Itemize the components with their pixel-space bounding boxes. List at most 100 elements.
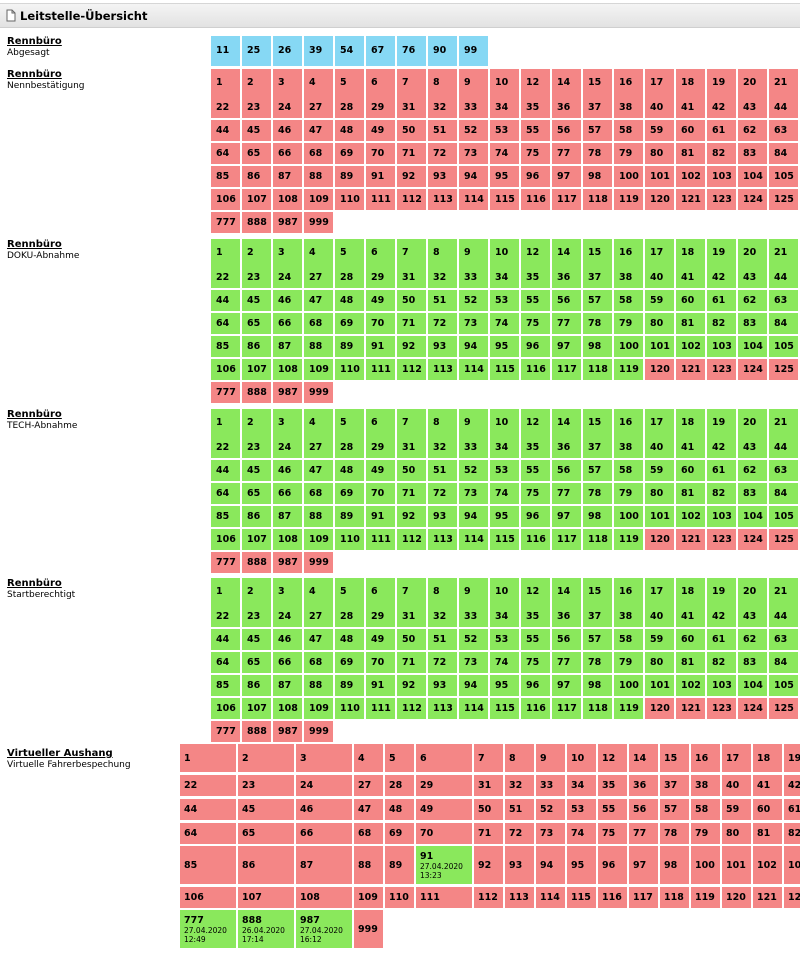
start-number-cell[interactable]: 7 <box>397 409 426 437</box>
start-number-cell[interactable]: 74 <box>490 143 519 164</box>
start-number-cell[interactable]: 15 <box>583 239 612 267</box>
start-number-cell[interactable]: 93 <box>428 675 457 696</box>
start-number-cell[interactable]: 59 <box>645 460 674 481</box>
aushang-number-cell[interactable]: 65 <box>238 823 294 844</box>
start-number-cell[interactable]: 10 <box>490 409 519 437</box>
start-number-cell[interactable]: 43 <box>738 267 767 288</box>
start-number-cell[interactable]: 114 <box>459 529 488 550</box>
start-number-cell[interactable]: 888 <box>242 552 271 573</box>
start-number-cell[interactable]: 80 <box>645 652 674 673</box>
start-number-cell[interactable]: 8 <box>428 409 457 437</box>
start-number-cell[interactable]: 71 <box>397 483 426 504</box>
start-number-cell[interactable]: 50 <box>397 629 426 650</box>
start-number-cell[interactable]: 10 <box>490 239 519 267</box>
aushang-number-cell[interactable]: 33 <box>536 775 565 796</box>
start-number-cell[interactable]: 6 <box>366 578 395 606</box>
start-number-cell[interactable]: 9 <box>459 578 488 606</box>
start-number-cell[interactable]: 17 <box>645 578 674 606</box>
start-number-cell[interactable]: 41 <box>676 267 705 288</box>
aushang-number-cell[interactable]: 60 <box>753 799 782 820</box>
start-number-cell[interactable]: 4 <box>304 409 333 437</box>
start-number-cell[interactable]: 86 <box>242 675 271 696</box>
start-number-cell[interactable]: 73 <box>459 652 488 673</box>
start-number-cell[interactable]: 49 <box>366 120 395 141</box>
start-number-cell[interactable]: 105 <box>769 506 798 527</box>
start-number-cell[interactable]: 43 <box>738 437 767 458</box>
start-number-cell[interactable]: 110 <box>335 359 364 380</box>
start-number-cell[interactable]: 92 <box>397 506 426 527</box>
start-number-cell[interactable]: 24 <box>273 97 302 118</box>
start-number-cell[interactable]: 44 <box>769 267 798 288</box>
aushang-number-cell[interactable]: 10 <box>567 744 596 772</box>
aushang-number-cell[interactable]: 71 <box>474 823 503 844</box>
aushang-number-cell[interactable]: 70 <box>416 823 472 844</box>
start-number-cell[interactable]: 20 <box>738 578 767 606</box>
start-number-cell[interactable]: 55 <box>521 460 550 481</box>
start-number-cell[interactable]: 56 <box>552 460 581 481</box>
aushang-number-cell[interactable]: 35 <box>598 775 627 796</box>
start-number-cell[interactable]: 55 <box>521 120 550 141</box>
start-number-cell[interactable]: 42 <box>707 97 736 118</box>
start-number-cell[interactable]: 81 <box>676 313 705 334</box>
start-number-cell[interactable]: 78 <box>583 313 612 334</box>
aushang-number-cell[interactable]: 45 <box>238 799 294 820</box>
start-number-cell[interactable]: 888 <box>242 212 271 233</box>
start-number-cell[interactable]: 123 <box>707 359 736 380</box>
start-number-cell[interactable]: 120 <box>645 189 674 210</box>
start-number-cell[interactable]: 106 <box>211 529 240 550</box>
start-number-cell[interactable]: 87 <box>273 675 302 696</box>
aushang-number-cell[interactable]: 23 <box>238 775 294 796</box>
start-number-cell[interactable]: 105 <box>769 336 798 357</box>
start-number-cell[interactable]: 31 <box>397 267 426 288</box>
start-number-cell[interactable]: 27 <box>304 437 333 458</box>
start-number-cell[interactable]: 1 <box>211 69 240 97</box>
aushang-number-cell[interactable]: 116 <box>598 887 627 908</box>
start-number-cell[interactable]: 19 <box>707 239 736 267</box>
start-number-cell[interactable]: 39 <box>304 36 333 66</box>
start-number-cell[interactable]: 107 <box>242 698 271 719</box>
start-number-cell[interactable]: 18 <box>676 239 705 267</box>
start-number-cell[interactable]: 71 <box>397 652 426 673</box>
aushang-number-cell[interactable]: 24 <box>296 775 352 796</box>
aushang-number-cell[interactable]: 96 <box>598 846 627 884</box>
start-number-cell[interactable]: 109 <box>304 189 333 210</box>
start-number-cell[interactable]: 1 <box>211 239 240 267</box>
start-number-cell[interactable]: 12 <box>521 578 550 606</box>
start-number-cell[interactable]: 52 <box>459 290 488 311</box>
start-number-cell[interactable]: 123 <box>707 189 736 210</box>
start-number-cell[interactable]: 53 <box>490 290 519 311</box>
start-number-cell[interactable]: 32 <box>428 606 457 627</box>
aushang-number-cell[interactable]: 59 <box>722 799 751 820</box>
start-number-cell[interactable]: 106 <box>211 359 240 380</box>
start-number-cell[interactable]: 27 <box>304 606 333 627</box>
start-number-cell[interactable]: 101 <box>645 675 674 696</box>
start-number-cell[interactable]: 22 <box>211 267 240 288</box>
start-number-cell[interactable]: 50 <box>397 120 426 141</box>
start-number-cell[interactable]: 110 <box>335 529 364 550</box>
start-number-cell[interactable]: 82 <box>707 483 736 504</box>
start-number-cell[interactable]: 61 <box>707 629 736 650</box>
start-number-cell[interactable]: 86 <box>242 506 271 527</box>
start-number-cell[interactable]: 85 <box>211 506 240 527</box>
aushang-number-cell[interactable]: 108 <box>296 887 352 908</box>
start-number-cell[interactable]: 112 <box>397 698 426 719</box>
aushang-number-cell[interactable]: 888 26.04.2020 17:14 <box>238 910 294 948</box>
aushang-number-cell[interactable]: 114 <box>536 887 565 908</box>
start-number-cell[interactable]: 75 <box>521 313 550 334</box>
section-title-link[interactable]: Rennbüro <box>7 578 62 589</box>
start-number-cell[interactable]: 58 <box>614 629 643 650</box>
aushang-number-cell[interactable]: 100 <box>691 846 720 884</box>
aushang-number-cell[interactable]: 117 <box>629 887 658 908</box>
aushang-number-cell[interactable]: 27 <box>354 775 383 796</box>
start-number-cell[interactable]: 63 <box>769 120 798 141</box>
start-number-cell[interactable]: 64 <box>211 483 240 504</box>
start-number-cell[interactable]: 118 <box>583 698 612 719</box>
start-number-cell[interactable]: 103 <box>707 336 736 357</box>
start-number-cell[interactable]: 62 <box>738 120 767 141</box>
start-number-cell[interactable]: 107 <box>242 529 271 550</box>
start-number-cell[interactable]: 57 <box>583 290 612 311</box>
aushang-number-cell[interactable]: 49 <box>416 799 472 820</box>
start-number-cell[interactable]: 63 <box>769 629 798 650</box>
start-number-cell[interactable]: 98 <box>583 166 612 187</box>
start-number-cell[interactable]: 116 <box>521 529 550 550</box>
